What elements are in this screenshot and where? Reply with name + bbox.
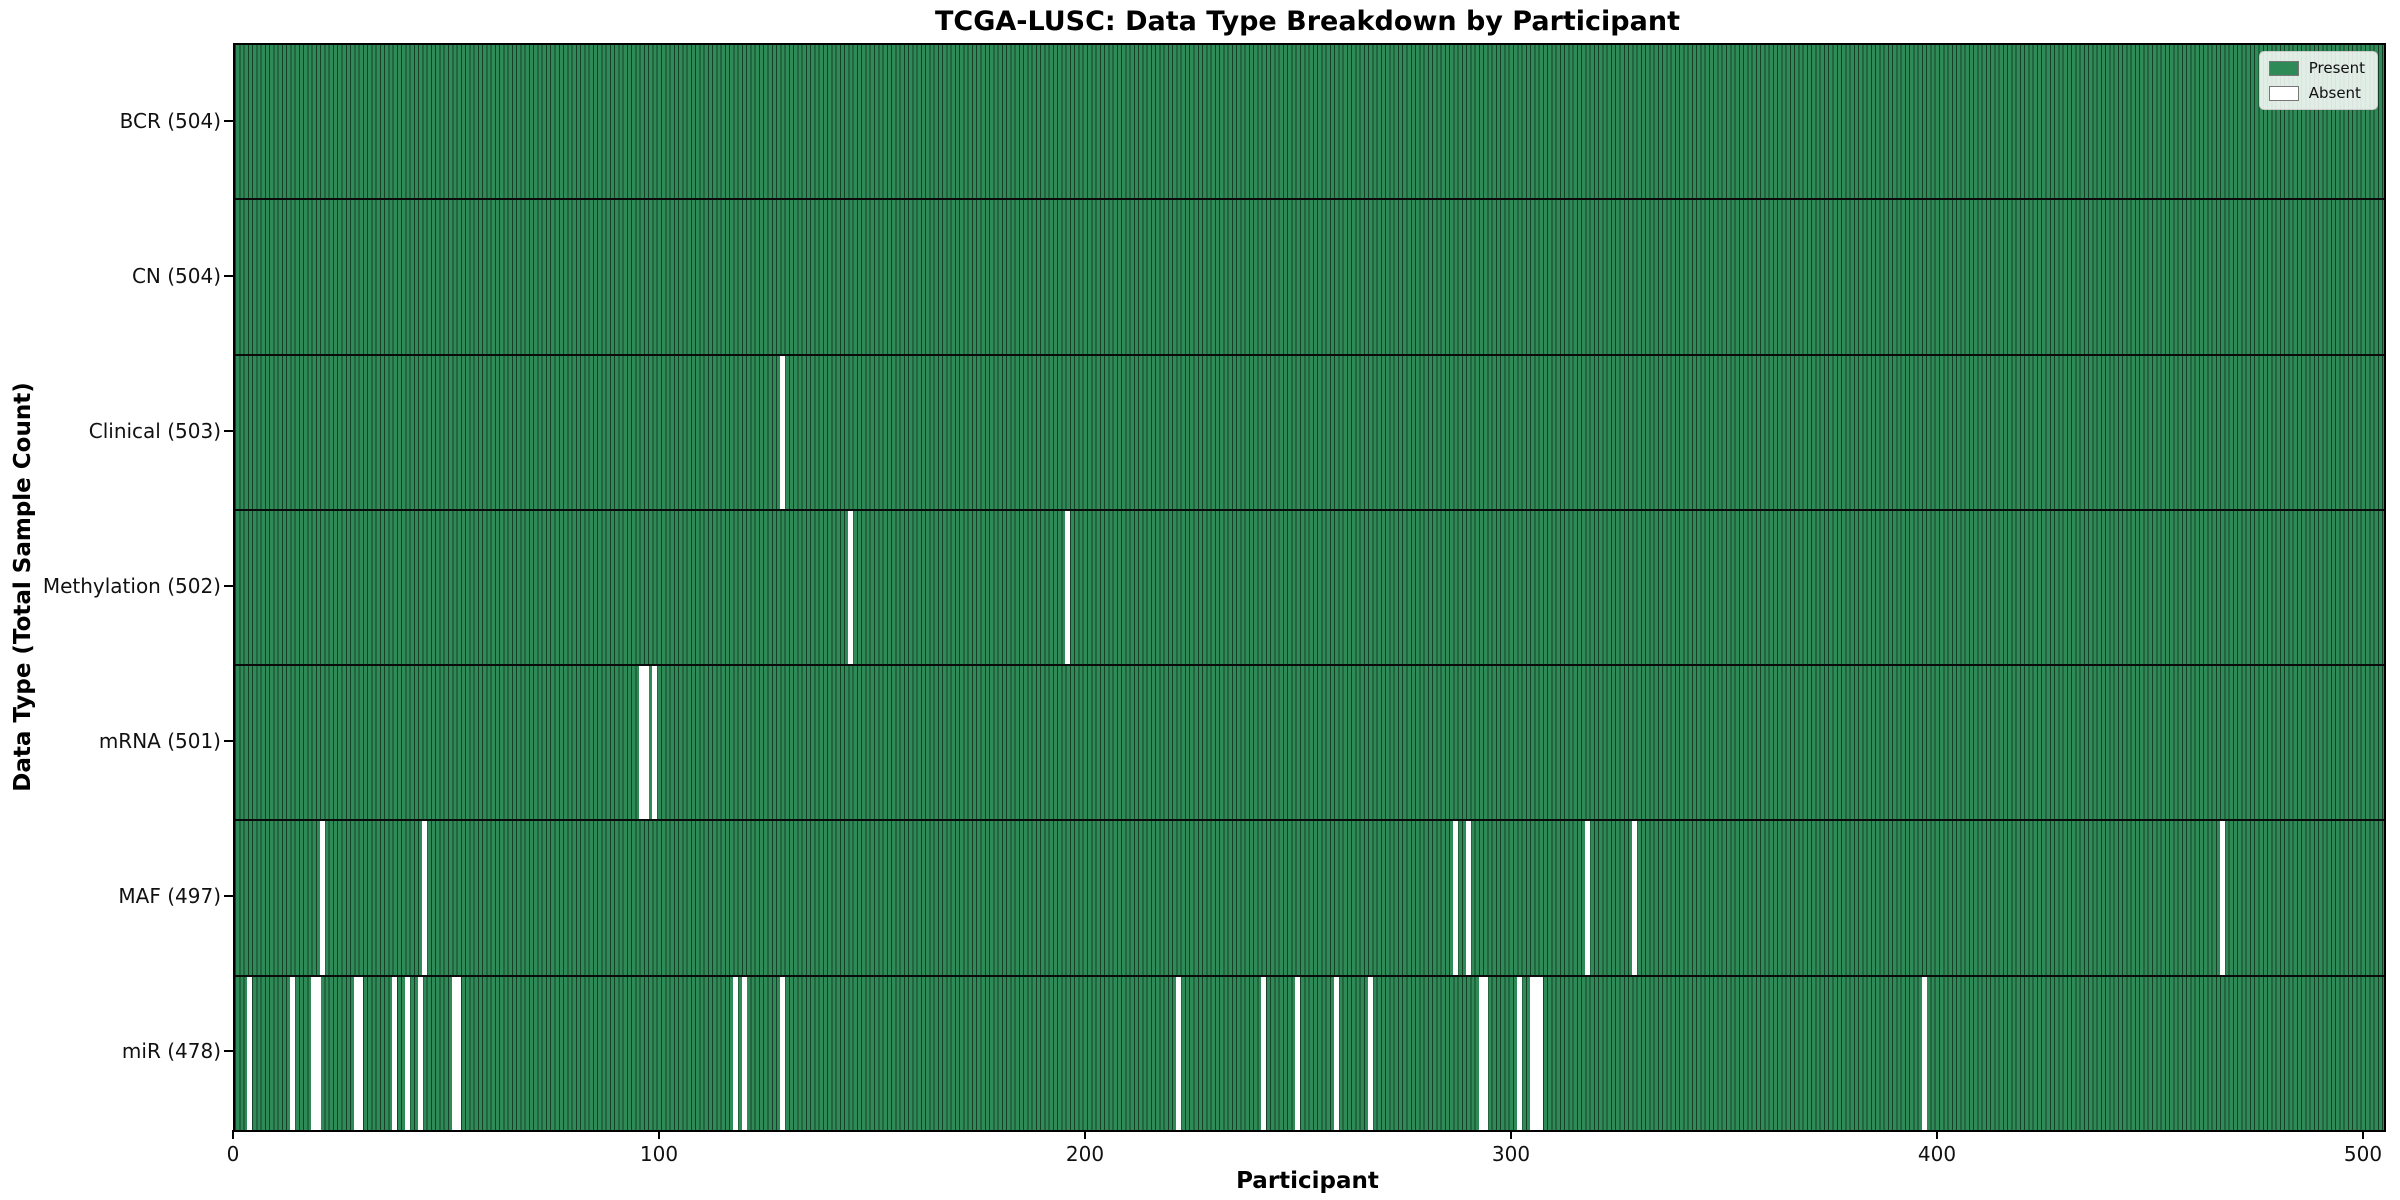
presence-matrix <box>235 45 2384 1130</box>
x-tick-mark <box>232 1130 234 1139</box>
legend-swatch-absent <box>2268 85 2299 101</box>
y-tick-label-Clinical: Clinical (503) <box>88 418 221 443</box>
absent-gap <box>417 976 423 1130</box>
y-tick-label-miR: miR (478) <box>121 1038 221 1063</box>
y-tick-label-Methylation: Methylation (502) <box>42 573 221 598</box>
x-tick-mark <box>1510 1130 1512 1139</box>
absent-gap <box>289 976 296 1130</box>
legend-label: Present <box>2308 59 2365 77</box>
y-tick-mark <box>224 739 233 742</box>
absent-gap <box>247 976 253 1130</box>
absent-gap <box>392 976 398 1130</box>
absent-gap <box>1333 976 1339 1130</box>
absent-gap <box>1921 976 1927 1130</box>
absent-gap <box>1533 976 1539 1130</box>
absent-gap <box>1538 976 1544 1130</box>
legend-label: Absent <box>2308 84 2361 102</box>
x-tick-label: 300 <box>1491 1142 1531 1166</box>
absent-gap <box>779 355 785 509</box>
legend-item-absent: Absent <box>2268 84 2365 102</box>
absent-gap <box>456 976 462 1130</box>
absent-gap <box>311 976 317 1130</box>
absent-gap <box>1631 821 1637 975</box>
absent-gap <box>2219 821 2225 975</box>
absent-gap <box>848 510 854 665</box>
absent-gap <box>779 976 785 1130</box>
x-tick-label: 100 <box>639 1142 679 1166</box>
y-tick-mark <box>224 119 233 122</box>
x-tick-mark <box>1084 1130 1086 1139</box>
row-BCR <box>235 45 2384 201</box>
absent-gap <box>353 976 359 1130</box>
absent-gap <box>1367 976 1373 1130</box>
plot-area: Present Absent <box>233 43 2386 1132</box>
absent-gap <box>1478 976 1484 1130</box>
y-tick-mark <box>224 584 233 587</box>
absent-gap <box>358 976 364 1130</box>
row-CN <box>235 200 2384 356</box>
absent-gap <box>1465 821 1471 975</box>
y-tick-label-MAF: MAF (497) <box>118 883 221 908</box>
row-mRNA <box>235 666 2384 822</box>
absent-gap <box>1261 976 1267 1130</box>
absent-gap <box>1585 821 1591 975</box>
x-tick-label: 0 <box>226 1142 240 1166</box>
x-tick-label: 500 <box>2343 1142 2383 1166</box>
y-tick-label-BCR: BCR (504) <box>119 108 221 133</box>
chart-title: TCGA-LUSC: Data Type Breakdown by Partic… <box>935 6 1680 37</box>
x-axis-label: Participant <box>1236 1168 1379 1194</box>
absent-gap <box>315 976 321 1130</box>
absent-gap <box>405 976 411 1130</box>
absent-gap <box>741 976 747 1130</box>
absent-gap <box>1452 821 1458 975</box>
absent-gap <box>733 976 739 1130</box>
y-tick-mark <box>224 1049 233 1052</box>
absent-gap <box>1516 976 1522 1130</box>
absent-gap <box>1176 976 1182 1130</box>
y-tick-label-mRNA: mRNA (501) <box>98 728 221 753</box>
legend-swatch-present <box>2268 60 2299 76</box>
x-tick-mark <box>1936 1130 1938 1139</box>
absent-gap <box>1482 976 1488 1130</box>
legend: Present Absent <box>2258 51 2378 110</box>
y-tick-mark <box>224 429 233 432</box>
absent-gap <box>643 666 649 820</box>
legend-item-present: Present <box>2268 59 2365 77</box>
y-tick-mark <box>224 274 233 277</box>
absent-gap <box>1529 976 1535 1130</box>
absent-gap <box>639 666 645 820</box>
absent-gap <box>1065 510 1071 665</box>
row-miR <box>235 976 2384 1130</box>
x-tick-label: 400 <box>1917 1142 1957 1166</box>
y-tick-mark <box>224 894 233 897</box>
row-Clinical <box>235 355 2384 511</box>
x-tick-label: 200 <box>1065 1142 1105 1166</box>
row-MAF <box>235 821 2384 977</box>
absent-gap <box>1295 976 1301 1130</box>
y-tick-label-CN: CN (504) <box>131 263 221 288</box>
x-tick-mark <box>2362 1130 2364 1139</box>
absent-gap <box>422 821 428 975</box>
x-tick-mark <box>658 1130 660 1139</box>
absent-gap <box>319 821 325 975</box>
absent-gap <box>451 976 457 1130</box>
row-Methylation <box>235 510 2384 667</box>
absent-gap <box>652 666 658 820</box>
